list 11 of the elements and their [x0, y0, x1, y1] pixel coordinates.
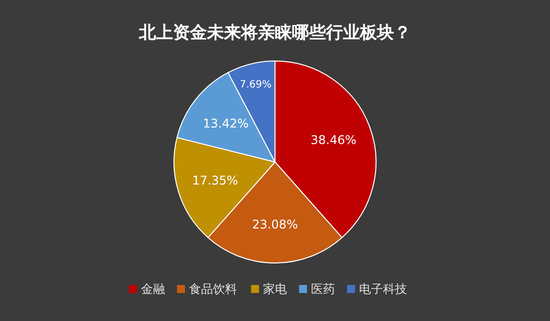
legend-label: 金融 — [141, 282, 165, 296]
legend-label: 家电 — [263, 282, 287, 296]
legend-label: 医药 — [311, 282, 335, 296]
data-label: 38.46% — [310, 132, 356, 147]
data-label: 23.08% — [252, 218, 298, 232]
data-label: 7.69% — [240, 80, 272, 91]
data-label: 17.35% — [192, 174, 238, 188]
legend-label: 电子科技 — [359, 282, 407, 296]
chart-title: 北上资金未来将亲睐哪些行业板块？ — [138, 23, 411, 43]
legend-label: 食品饮料 — [189, 282, 237, 296]
data-label: 13.42% — [202, 116, 249, 130]
